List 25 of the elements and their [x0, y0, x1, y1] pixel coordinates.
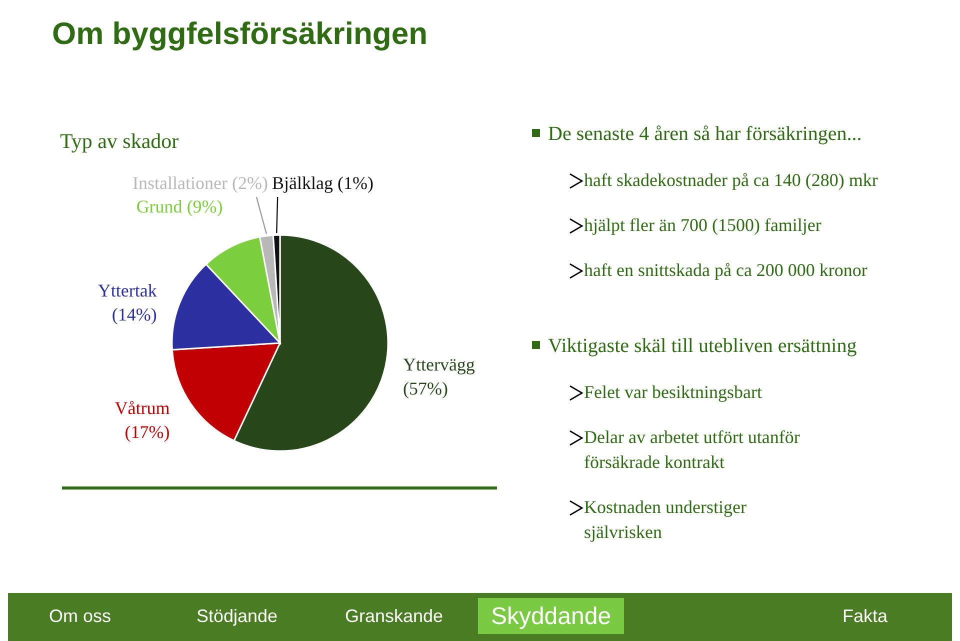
- category-label: Om oss: [48, 606, 112, 626]
- slice-label: Installationer (2%): [132, 173, 268, 193]
- text: Delar av arbetet utfört utanför försäkrade kontrakt: [584, 427, 800, 472]
- text: hjälpt fler än 700 (1500) familjer: [584, 215, 822, 235]
- chart-subtitle: Typ av skador: [60, 129, 179, 153]
- slice-label: Bjälklag (1%): [272, 173, 374, 193]
- text: Viktigaste skäl till utebliven ersättning: [548, 335, 857, 357]
- slice-label: Yttertak: [98, 280, 157, 301]
- text: De senaste 4 åren så har försäkringen...: [548, 123, 862, 145]
- category-label: Stödjande: [196, 606, 278, 626]
- text: Felet var besiktningsbart: [584, 382, 762, 402]
- data-label: (9%): [186, 196, 223, 217]
- data-label: (14%): [112, 304, 157, 325]
- text: haft skadekostnader på ca 140 (280) mkr: [584, 170, 878, 190]
- slice-label: Våtrum: [114, 398, 170, 418]
- category-label: Skyddande: [490, 603, 612, 630]
- category-label: Fakta: [842, 606, 888, 626]
- category-label: Granskande: [344, 606, 444, 626]
- chart-title: Om byggfelsförsäkringen: [52, 16, 428, 51]
- text: Kostnaden understiger självrisken: [584, 497, 746, 542]
- data-label: (57%): [402, 378, 448, 398]
- slice-label: Yttervägg: [402, 354, 475, 374]
- text: haft en snittskada på ca 200 000 kronor: [584, 260, 868, 280]
- slice-label: Grund: [136, 196, 182, 217]
- data-label: (17%): [124, 422, 170, 442]
